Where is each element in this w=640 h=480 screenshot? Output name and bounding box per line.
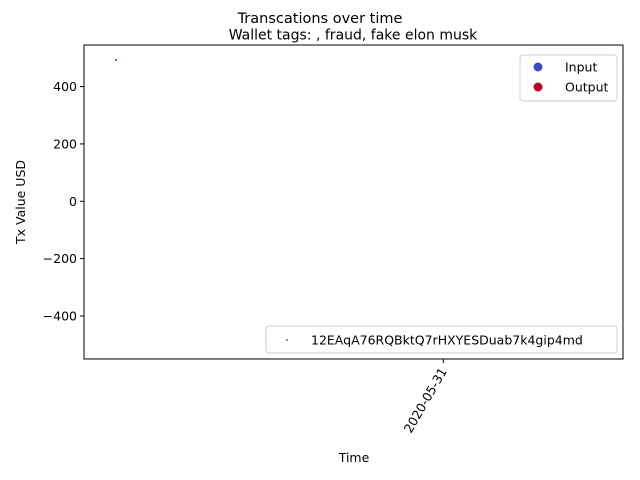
legend-direction-frame <box>519 54 618 102</box>
x-tick-label: 2020-05-31 <box>401 365 450 435</box>
legend-direction: Input Output <box>519 54 618 102</box>
y-tick-label: 0 <box>69 194 77 209</box>
chart-suptitle: Transcations over time <box>237 11 403 27</box>
data-point <box>114 58 117 61</box>
y-tick-label: −200 <box>43 251 77 266</box>
legend-marker <box>286 339 288 341</box>
legend-marker <box>533 82 543 92</box>
y-axis: −400 −200 0 200 400 <box>43 79 84 323</box>
x-axis-label: Time <box>338 450 370 465</box>
y-axis-label: Tx Value USD <box>13 160 28 245</box>
legend-wallet-frame <box>265 325 618 354</box>
legend-marker <box>533 62 543 72</box>
y-tick-label: 400 <box>53 79 77 94</box>
y-tick-label: 200 <box>53 136 77 151</box>
chart-title: Wallet tags: , fraud, fake elon musk <box>229 28 478 44</box>
y-tick-label: −400 <box>43 308 77 323</box>
legend-label: Output <box>565 80 609 95</box>
x-axis: 2020-05-31 <box>401 359 450 435</box>
data-points <box>114 58 117 61</box>
legend-wallet: 12EAqA76RQBktQ7rHXYESDuab7k4gip4md <box>265 325 618 354</box>
legend-label: 12EAqA76RQBktQ7rHXYESDuab7k4gip4md <box>311 333 583 348</box>
legend-label: Input <box>565 60 597 75</box>
